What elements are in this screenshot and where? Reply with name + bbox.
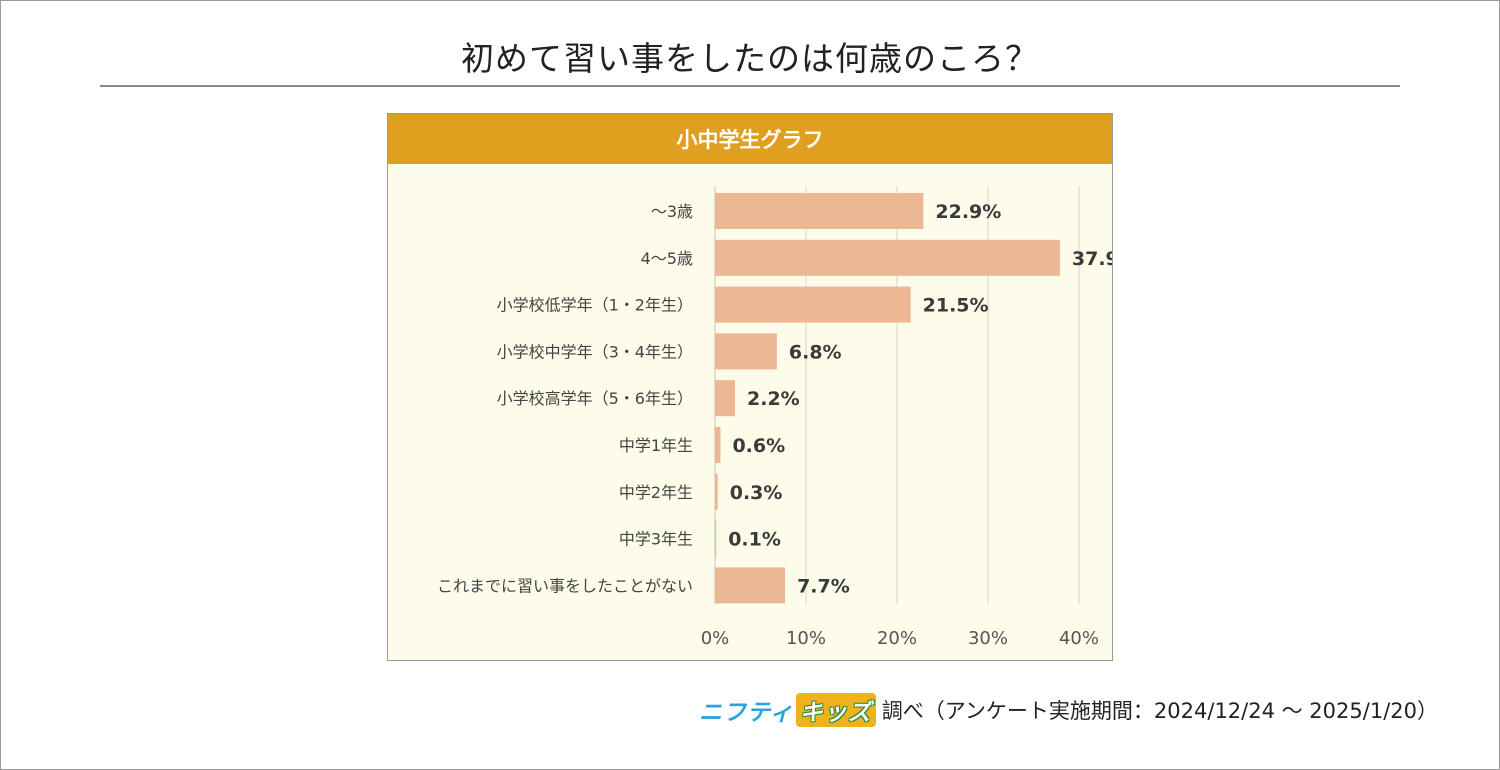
brand-logo-part1: ニフティ xyxy=(699,700,794,726)
value-label: 37.9% xyxy=(1072,248,1112,270)
category-label: これまでに習い事をしたことがない xyxy=(437,576,693,595)
category-label: 小学校高学年（5・6年生） xyxy=(497,389,693,408)
brand-logo-part2: キッズ xyxy=(795,693,876,727)
value-label: 0.3% xyxy=(730,482,783,504)
bar-chart: ～3歳 22.9% 4～5歳 37.9% 小学校低学年（1・2年生） 21.5% 小学校中学… xyxy=(437,186,1112,649)
category-label: 中学3年生 xyxy=(619,530,693,549)
value-label: 6.8% xyxy=(789,341,842,363)
category-label: 4～5歳 xyxy=(641,249,693,268)
value-label: 2.2% xyxy=(747,388,800,410)
value-label: 0.1% xyxy=(728,529,781,551)
x-tick-label: 40% xyxy=(1059,628,1099,649)
bar xyxy=(715,427,721,463)
bar xyxy=(715,380,736,417)
x-tick-label: 10% xyxy=(786,628,826,649)
brand-logo: ニフティ キッズ xyxy=(699,693,876,727)
category-label: ～3歳 xyxy=(651,202,693,221)
chart-title: 小中学生グラフ xyxy=(388,114,1112,164)
value-label: 21.5% xyxy=(923,295,989,317)
x-tick-label: 20% xyxy=(877,628,917,649)
source-credit: ニフティ キッズ 調べ（アンケート実施期間：2024/12/24 ～ 2025/… xyxy=(699,693,1438,727)
value-label: 7.7% xyxy=(797,575,850,597)
x-tick-label: 0% xyxy=(701,628,730,649)
bar xyxy=(715,239,1060,276)
value-label: 0.6% xyxy=(732,435,785,457)
bar xyxy=(715,286,911,323)
bar xyxy=(715,473,718,510)
title-divider xyxy=(100,85,1400,87)
bar xyxy=(715,567,786,604)
bar xyxy=(715,333,777,370)
category-label: 小学校低学年（1・2年生） xyxy=(497,296,693,315)
page-title: 初めて習い事をしたのは何歳のころ？ xyxy=(461,39,1039,78)
value-label: 22.9% xyxy=(935,201,1001,223)
category-label: 小学校中学年（3・4年生） xyxy=(497,342,693,361)
category-label: 中学1年生 xyxy=(619,436,693,455)
x-tick-label: 30% xyxy=(968,628,1008,649)
chart-panel: 小中学生グラフ ～3歳 22.9% 4～5歳 37.9% 小学校低学年（1・2年生） 21… xyxy=(387,113,1113,661)
source-text: 調べ（アンケート実施期間：2024/12/24 ～ 2025/1/20） xyxy=(881,699,1438,723)
bar xyxy=(715,520,717,557)
category-label: 中学2年生 xyxy=(619,483,693,502)
bar xyxy=(715,193,924,229)
